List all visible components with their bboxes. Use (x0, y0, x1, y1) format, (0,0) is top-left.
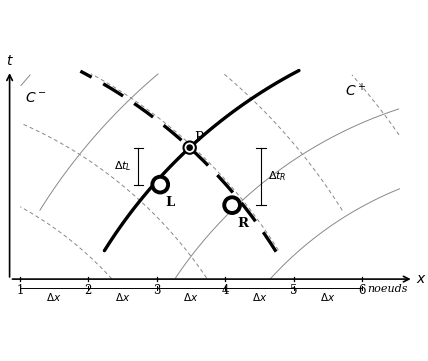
Text: $\Delta t_L$: $\Delta t_L$ (114, 159, 132, 173)
Text: 1: 1 (16, 284, 24, 297)
Text: $C^+$: $C^+$ (345, 82, 367, 99)
Text: $\Delta x$: $\Delta x$ (183, 291, 199, 303)
Circle shape (152, 177, 168, 192)
Text: $\Delta x$: $\Delta x$ (115, 291, 130, 303)
Text: 6: 6 (359, 284, 366, 297)
Text: R: R (237, 217, 248, 230)
Text: $\Delta t_R$: $\Delta t_R$ (268, 170, 286, 183)
Text: 5: 5 (290, 284, 297, 297)
Circle shape (224, 197, 240, 213)
Text: $\Delta x$: $\Delta x$ (252, 291, 267, 303)
Text: $\Delta x$: $\Delta x$ (320, 291, 336, 303)
Text: P: P (194, 131, 203, 144)
Circle shape (184, 142, 196, 154)
Text: $C^-$: $C^-$ (25, 91, 47, 105)
Text: L: L (165, 196, 174, 209)
Text: $t$: $t$ (6, 54, 14, 68)
Circle shape (187, 145, 192, 150)
Text: 3: 3 (153, 284, 160, 297)
Text: 4: 4 (222, 284, 229, 297)
Text: $x$: $x$ (416, 272, 426, 286)
Text: noeuds: noeuds (368, 284, 408, 294)
Text: 2: 2 (85, 284, 92, 297)
Text: $\Delta x$: $\Delta x$ (46, 291, 62, 303)
